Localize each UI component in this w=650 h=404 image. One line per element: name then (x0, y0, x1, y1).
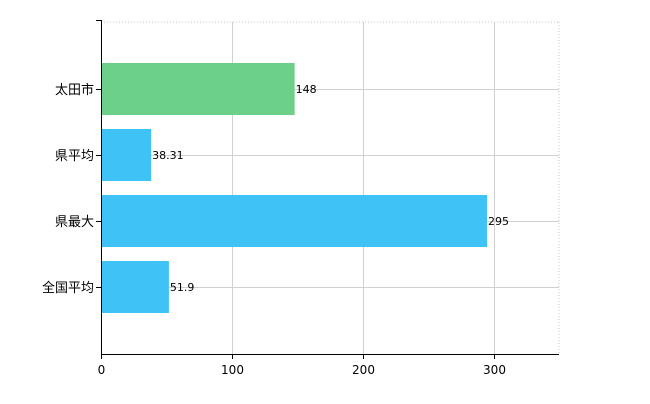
category-label: 県最大 (55, 215, 94, 230)
bar (101, 261, 169, 313)
x-tick-label: 300 (483, 363, 506, 377)
category-label: 太田市 (55, 82, 94, 98)
category-label: 県平均 (55, 149, 94, 164)
data-label: 38.31 (152, 149, 184, 162)
bar (101, 195, 488, 247)
data-label: 295 (488, 215, 509, 228)
axis-layer (96, 20, 559, 359)
data-label: 148 (296, 83, 317, 96)
x-tick-label: 0 (98, 363, 106, 377)
bar (101, 63, 295, 115)
bar (101, 129, 152, 181)
category-label: 全国平均 (42, 280, 94, 296)
x-tick-label: 100 (221, 363, 244, 377)
data-label: 51.9 (170, 281, 195, 294)
bar-layer (101, 63, 488, 313)
x-tick-label: 200 (352, 363, 375, 377)
